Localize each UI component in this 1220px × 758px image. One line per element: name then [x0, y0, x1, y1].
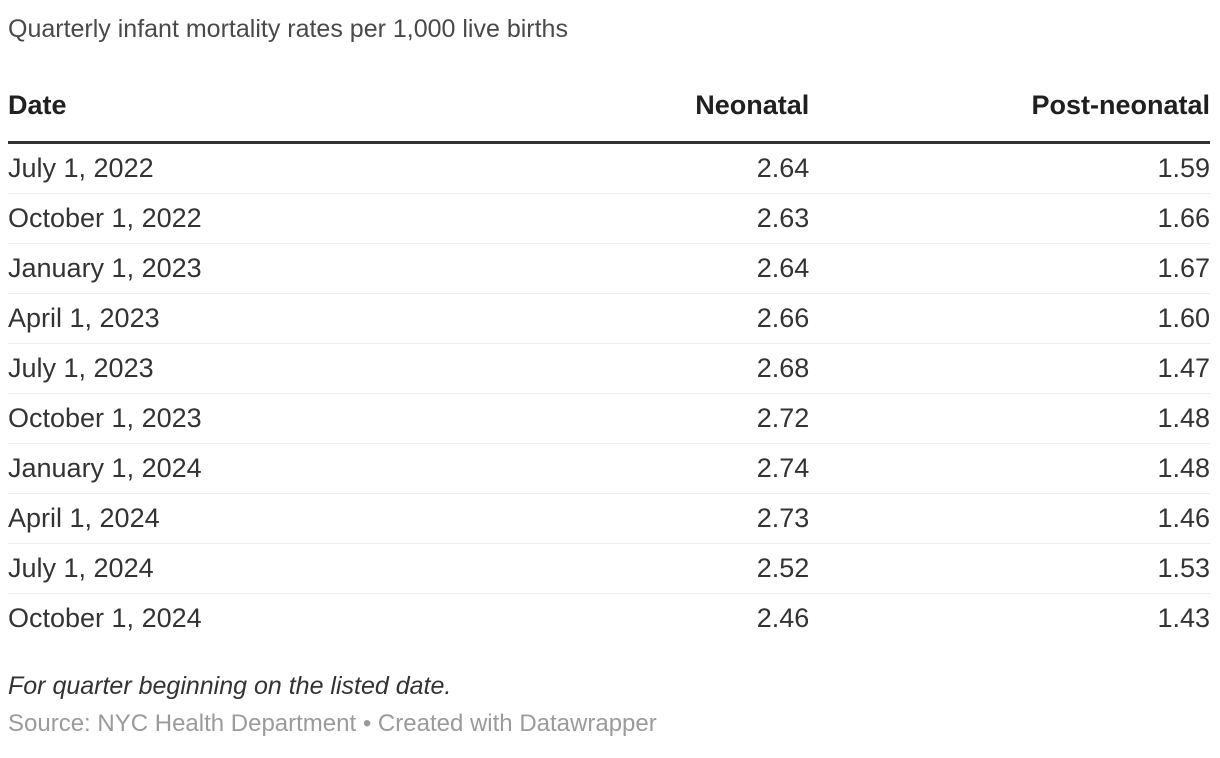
source-name: NYC Health Department: [97, 710, 357, 737]
neonatal-cell: 2.64: [408, 142, 810, 194]
table-row: July 1, 2024 2.52 1.53: [8, 543, 1210, 594]
neonatal-cell: 2.52: [408, 543, 810, 594]
table-row: January 1, 2024 2.74 1.48: [8, 443, 1210, 494]
source-label: Source:: [8, 710, 91, 737]
table-row: July 1, 2022 2.64 1.59: [8, 142, 1210, 194]
source-separator: •: [362, 710, 372, 737]
table-row: January 1, 2023 2.64 1.67: [8, 243, 1210, 294]
table-footnote: For quarter beginning on the listed date…: [8, 672, 452, 700]
date-cell: January 1, 2023: [8, 243, 409, 294]
date-cell: October 1, 2023: [8, 393, 409, 444]
table-header-row: Date Neonatal Post-neonatal: [8, 90, 1210, 144]
table-body: July 1, 2022 2.64 1.59 October 1, 2022 2.63 1…: [8, 142, 1210, 644]
neonatal-cell: 2.63: [408, 193, 810, 244]
date-cell: July 1, 2022: [8, 142, 409, 194]
post-neonatal-cell: 1.53: [809, 543, 1210, 594]
table-row: July 1, 2023 2.68 1.47: [8, 343, 1210, 394]
neonatal-cell: 2.64: [408, 243, 810, 294]
post-neonatal-cell: 1.43: [1157, 603, 1210, 633]
date-cell: April 1, 2024: [8, 493, 409, 544]
neonatal-cell: 2.68: [408, 343, 810, 394]
neonatal-cell: 2.73: [408, 493, 810, 544]
post-neonatal-cell: 1.60: [809, 293, 1210, 344]
table-row: October 1, 2023 2.72 1.48: [8, 393, 1210, 444]
post-neonatal-cell: 1.66: [809, 193, 1210, 244]
table-row: October 1, 2022 2.63 1.66: [8, 193, 1210, 244]
post-neonatal-cell: 1.47: [809, 343, 1210, 394]
date-cell: January 1, 2024: [8, 443, 409, 494]
column-header-post-neonatal: Post-neonatal: [809, 90, 1210, 144]
chart-title: Quarterly infant mortality rates per 1,0…: [8, 15, 568, 43]
table-row: April 1, 2024 2.73 1.46: [8, 493, 1210, 544]
post-neonatal-cell: 1.48: [809, 443, 1210, 494]
date-cell: October 1, 2022: [8, 193, 409, 244]
table-row: October 1, 2024 2.46 1.43: [8, 594, 1210, 644]
date-cell: April 1, 2023: [8, 293, 409, 344]
post-neonatal-cell: 1.46: [809, 493, 1210, 544]
data-table: Date Neonatal Post-neonatal July 1, 2022…: [8, 90, 1210, 643]
table-row: April 1, 2023 2.66 1.60: [8, 293, 1210, 344]
neonatal-cell: 2.72: [408, 393, 810, 444]
column-header-neonatal: Neonatal: [408, 90, 810, 144]
date-cell: July 1, 2024: [8, 543, 409, 594]
date-cell: October 1, 2024: [8, 603, 202, 633]
neonatal-cell: 2.46: [756, 603, 810, 633]
neonatal-cell: 2.74: [408, 443, 810, 494]
column-header-date: Date: [8, 90, 409, 144]
post-neonatal-cell: 1.59: [809, 142, 1210, 194]
neonatal-cell: 2.66: [408, 293, 810, 344]
source-line: Source: NYC Health Department • Created …: [8, 710, 1210, 738]
post-neonatal-cell: 1.48: [809, 393, 1210, 444]
datawrapper-attribution: Created with Datawrapper: [377, 710, 657, 737]
post-neonatal-cell: 1.67: [809, 243, 1210, 294]
date-cell: July 1, 2023: [8, 343, 409, 394]
